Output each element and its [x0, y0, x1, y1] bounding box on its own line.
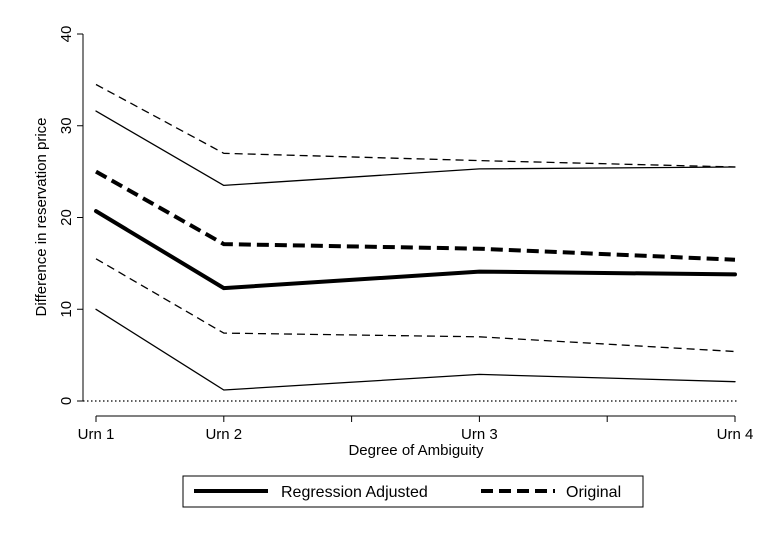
y-axis-title: Difference in reservation price	[33, 118, 50, 317]
x-tick-label: Urn 1	[78, 426, 115, 443]
original-ci-line-4	[95, 83, 736, 168]
x-tick-label: Urn 2	[205, 426, 242, 443]
x-tick-label: Urn 4	[717, 426, 754, 443]
y-tick-label: 0	[58, 397, 75, 405]
axes: 0 10 20 30 40 Urn 1 Urn 2 Urn 3 Urn 4	[58, 26, 753, 443]
legend-label-regression-adjusted: Regression Adjusted	[281, 484, 428, 501]
regression-adjusted-series-line-0	[94, 209, 737, 291]
y-tick-label: 30	[58, 117, 75, 134]
x-tick-label: Urn 3	[461, 426, 498, 443]
series-lines	[94, 83, 737, 391]
legend: Regression Adjusted Original	[182, 475, 644, 508]
original-ci-line-5	[95, 258, 736, 353]
legend-label-original: Original	[566, 484, 621, 501]
regression-adjusted-ci-line-2	[95, 308, 736, 391]
x-axis-title: Degree of Ambiguity	[348, 442, 484, 459]
original-series-line-3	[95, 169, 736, 262]
y-tick-label: 20	[58, 209, 75, 226]
y-tick-label: 40	[58, 26, 75, 43]
regression-adjusted-ci-line-1	[95, 110, 736, 187]
y-tick-label: 10	[58, 301, 75, 318]
